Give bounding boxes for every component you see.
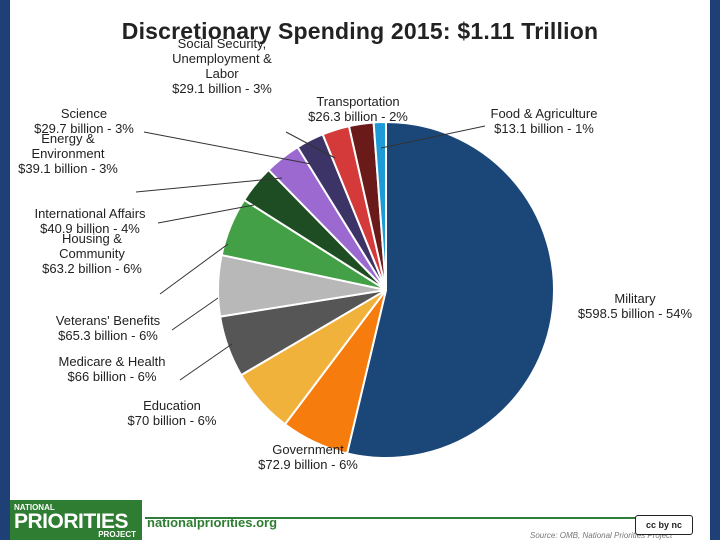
- slice-label-name-medicare-health: Medicare & Health: [59, 354, 166, 369]
- leader-line-housing-community: [159, 243, 229, 295]
- slice-label-name-international-affairs: International Affairs: [34, 206, 146, 221]
- slice-label-science: Science $29.7 billion - 3%: [34, 106, 134, 136]
- slice-label-name-government: Government: [272, 442, 344, 457]
- slice-label-energy-environment: Energy & Environment $39.1 billion - 3%: [18, 131, 118, 176]
- slice-label-name-social-security-unemployment-labor: Social Security,: [178, 36, 267, 51]
- leader-line-food-agriculture: [380, 125, 486, 149]
- slice-label-name-social-security-unemployment-labor: Labor: [205, 66, 239, 81]
- slice-label-medicare-health: Medicare & Health $66 billion - 6%: [59, 354, 166, 384]
- chart-title: Discretionary Spending 2015: $1.11 Trill…: [121, 18, 599, 44]
- slice-label-name-veterans-benefits: Veterans' Benefits: [56, 313, 161, 328]
- leader-line-veterans-benefits: [171, 297, 219, 331]
- slice-label-name-energy-environment: Energy &: [41, 131, 95, 146]
- slice-label-name-transportation: Transportation: [316, 94, 399, 109]
- slice-label-name-energy-environment: Environment: [32, 146, 105, 161]
- logo-line-project: PROJECT: [98, 530, 136, 539]
- slice-label-amount-housing-community: $63.2 billion - 6%: [42, 261, 142, 276]
- slice-label-name-housing-community: Community: [59, 246, 125, 261]
- pie-slice-military: [345, 120, 555, 459]
- leader-line-energy-environment: [135, 177, 283, 193]
- slice-label-name-housing-community: Housing &: [62, 231, 122, 246]
- right-frame-border: [710, 0, 720, 540]
- slice-label-amount-food-agriculture: $13.1 billion - 1%: [494, 121, 594, 136]
- slice-label-amount-social-security-unemployment-labor: $29.1 billion - 3%: [172, 81, 272, 96]
- slice-label-amount-government: $72.9 billion - 6%: [258, 457, 358, 472]
- slice-label-amount-science: $29.7 billion - 3%: [34, 121, 134, 136]
- slice-label-amount-transportation: $26.3 billion - 2%: [308, 109, 408, 124]
- national-priorities-logo: NATIONAL PRIORITIES PROJECT: [10, 500, 142, 540]
- slice-label-transportation: Transportation $26.3 billion - 2%: [308, 94, 408, 124]
- slice-label-veterans-benefits: Veterans' Benefits $65.3 billion - 6%: [56, 313, 161, 343]
- website-link[interactable]: nationalpriorities.org: [147, 515, 278, 530]
- leader-line-medicare-health: [179, 343, 233, 381]
- slice-label-housing-community: Housing & Community $63.2 billion - 6%: [42, 231, 142, 276]
- slice-label-amount-veterans-benefits: $65.3 billion - 6%: [58, 328, 158, 343]
- slice-label-amount-education: $70 billion - 6%: [128, 413, 217, 428]
- slice-label-food-agriculture: Food & Agriculture $13.1 billion - 1%: [491, 106, 598, 136]
- slice-label-international-affairs: International Affairs $40.9 billion - 4%: [34, 206, 146, 236]
- leader-line-international-affairs: [157, 204, 255, 224]
- slice-label-name-military: Military: [614, 291, 656, 306]
- slice-label-name-food-agriculture: Food & Agriculture: [491, 106, 598, 121]
- slice-label-social-security-unemployment-labor: Social Security, Unemployment & Labor $29.1…: [172, 36, 272, 96]
- source-note: Source: OMB, National Priorities Project: [530, 531, 673, 540]
- slice-label-name-social-security-unemployment-labor: Unemployment &: [172, 51, 272, 66]
- slice-label-education: Education $70 billion - 6%: [128, 398, 217, 428]
- logo-line-national: NATIONAL: [14, 503, 55, 512]
- slice-label-amount-energy-environment: $39.1 billion - 3%: [18, 161, 118, 176]
- logo-line-priorities: PRIORITIES: [14, 510, 129, 533]
- pie-slice-food-agriculture: [372, 120, 387, 291]
- slice-label-name-science: Science: [61, 106, 107, 121]
- slice-label-amount-medicare-health: $66 billion - 6%: [68, 369, 157, 384]
- creative-commons-badge: cc by nc: [635, 515, 693, 535]
- left-frame-border: [0, 0, 10, 540]
- slice-label-amount-international-affairs: $40.9 billion - 4%: [40, 221, 140, 236]
- slice-label-name-education: Education: [143, 398, 201, 413]
- leader-line-science: [143, 131, 312, 165]
- slice-label-military: Military $598.5 billion - 54%: [578, 291, 693, 321]
- leader-line-social-security-unemployment-labor: [285, 131, 336, 159]
- slice-label-amount-military: $598.5 billion - 54%: [578, 306, 693, 321]
- footer-divider: [145, 517, 690, 519]
- slice-label-government: Government $72.9 billion - 6%: [258, 442, 358, 472]
